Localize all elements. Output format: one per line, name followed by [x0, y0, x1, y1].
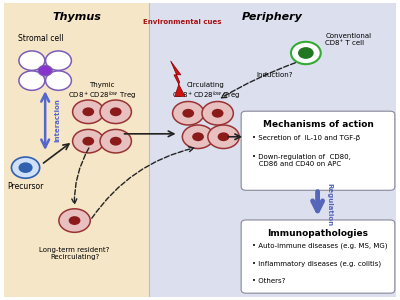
FancyBboxPatch shape: [241, 220, 395, 293]
Text: Thymus: Thymus: [52, 12, 101, 22]
Circle shape: [18, 162, 33, 173]
Circle shape: [59, 209, 90, 232]
FancyBboxPatch shape: [241, 111, 395, 190]
Circle shape: [218, 132, 230, 141]
Text: Periphery: Periphery: [242, 12, 303, 22]
Bar: [149, 3, 396, 297]
Circle shape: [212, 109, 224, 118]
Circle shape: [192, 132, 204, 141]
Circle shape: [110, 137, 122, 146]
Circle shape: [82, 137, 94, 146]
Circle shape: [172, 101, 204, 125]
Circle shape: [82, 107, 94, 116]
Text: • Inflammatory diseases (e.g. colitis): • Inflammatory diseases (e.g. colitis): [252, 260, 381, 267]
Circle shape: [100, 100, 131, 124]
Text: Long-term resident?
Recirculating?: Long-term resident? Recirculating?: [39, 247, 110, 260]
Text: Interaction: Interaction: [54, 99, 60, 142]
Text: Circulating
CD8$^+$CD28$^{low}$ Treg: Circulating CD8$^+$CD28$^{low}$ Treg: [172, 82, 240, 102]
Text: Stromal cell: Stromal cell: [18, 34, 63, 43]
Polygon shape: [170, 61, 185, 96]
Text: • Auto-immune diseases (e.g. MS, MG): • Auto-immune diseases (e.g. MS, MG): [252, 243, 387, 249]
Circle shape: [69, 216, 80, 225]
Circle shape: [73, 129, 104, 153]
Circle shape: [19, 71, 45, 90]
Text: Regulation: Regulation: [326, 183, 332, 226]
Text: Conventional
CD8⁺ T cell: Conventional CD8⁺ T cell: [326, 33, 372, 46]
Text: Environmental cues: Environmental cues: [143, 19, 222, 25]
Circle shape: [291, 42, 321, 64]
Circle shape: [46, 51, 72, 70]
Circle shape: [38, 65, 52, 76]
Circle shape: [19, 51, 45, 70]
Circle shape: [73, 100, 104, 124]
Text: Precursor: Precursor: [7, 182, 44, 191]
Text: • Others?: • Others?: [252, 278, 285, 284]
Circle shape: [182, 125, 214, 148]
Text: • Secretion of  IL-10 and TGF-β: • Secretion of IL-10 and TGF-β: [252, 135, 360, 141]
Circle shape: [12, 157, 40, 178]
Circle shape: [110, 107, 122, 116]
Circle shape: [202, 101, 233, 125]
Circle shape: [182, 109, 194, 118]
Bar: [4, 3, 149, 297]
Text: Thymic
CD8$^+$CD28$^{low}$ Treg: Thymic CD8$^+$CD28$^{low}$ Treg: [68, 82, 136, 102]
Circle shape: [46, 71, 72, 90]
Circle shape: [100, 129, 131, 153]
Text: Induction?: Induction?: [256, 72, 293, 78]
Circle shape: [208, 125, 239, 148]
Text: • Down-regulation of  CD80,
   CD86 and CD40 on APC: • Down-regulation of CD80, CD86 and CD40…: [252, 154, 351, 167]
Circle shape: [298, 47, 314, 59]
Text: Immunopathologies: Immunopathologies: [268, 229, 368, 238]
Text: Mechanisms of action: Mechanisms of action: [262, 120, 374, 129]
